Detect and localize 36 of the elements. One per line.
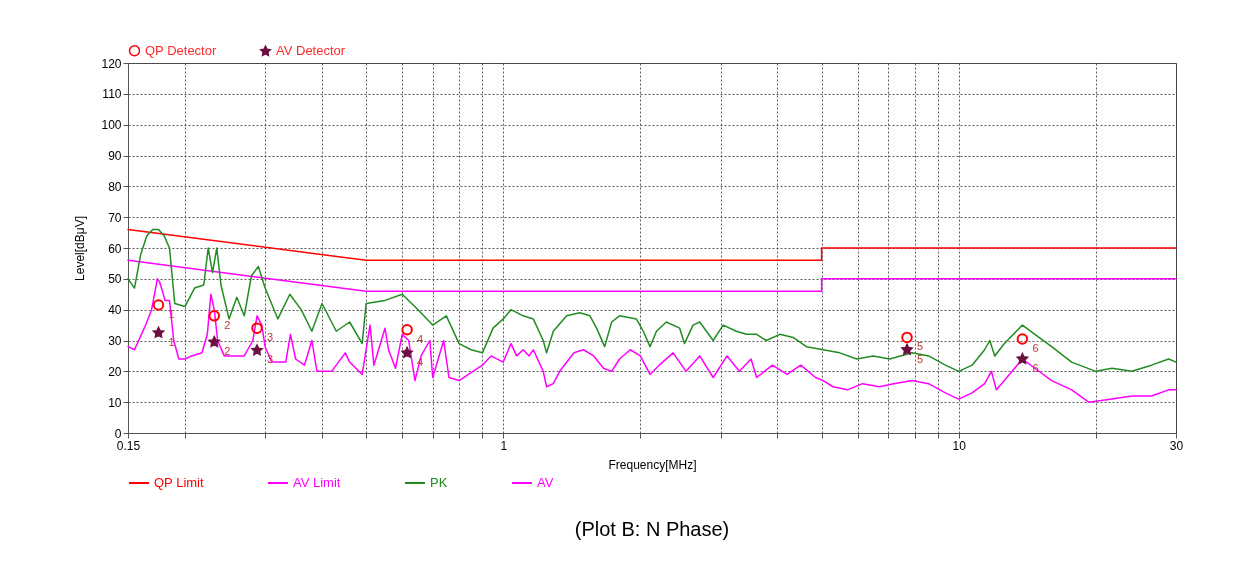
y-tick-label: 10	[108, 395, 122, 410]
y-axis-title: Level[dBμV]	[73, 216, 88, 281]
y-tick-label: 90	[108, 149, 122, 163]
annotation: 2	[224, 318, 231, 331]
x-tick-label: 10	[952, 438, 967, 453]
legend-label: QP Detector	[145, 42, 217, 58]
annotation: 2	[224, 345, 231, 358]
legend-label: AV Detector	[276, 43, 346, 59]
x-tick-label: 1	[500, 438, 508, 453]
x-axis-title: Frequency[MHz]	[608, 457, 697, 472]
y-tick-label: 40	[108, 303, 122, 318]
annotation: 1	[168, 308, 175, 321]
annotation: 4	[417, 332, 424, 345]
legend-label: QP Limit	[154, 475, 204, 490]
y-tick-label: 0	[114, 426, 122, 441]
y-tick-label: 20	[108, 364, 122, 379]
annotation: 6	[1032, 341, 1039, 354]
y-tick-label: 30	[108, 334, 122, 348]
text: (Plot B: N Phase)	[574, 518, 730, 540]
y-tick-label: 50	[108, 272, 122, 287]
x-tick-label: 0.15	[116, 438, 141, 453]
y-tick-label: 110	[102, 87, 122, 102]
x-tick-label: 30	[1169, 438, 1184, 453]
y-tick-label: 70	[108, 210, 122, 225]
y-tick-label: 100	[101, 118, 122, 133]
annotation: 3	[267, 331, 274, 344]
y-tick-label: 80	[108, 179, 122, 194]
annotation: 1	[168, 335, 175, 348]
annotation: 6	[1032, 362, 1039, 374]
legend-label: AV	[537, 475, 554, 490]
y-tick-label: 120	[101, 56, 122, 71]
y-tick-label: 60	[108, 241, 122, 256]
legend-label: AV Limit	[293, 475, 341, 490]
annotation: 5	[917, 340, 924, 353]
annotation: 5	[917, 352, 924, 365]
legend-label: PK	[430, 475, 448, 490]
